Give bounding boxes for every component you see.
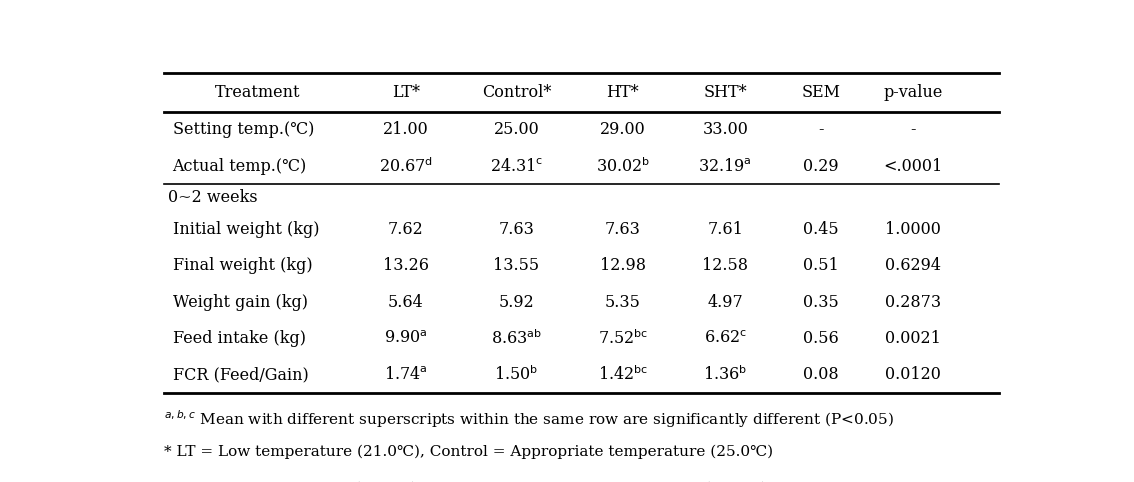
Text: 32.19$^{\mathrm{a}}$: 32.19$^{\mathrm{a}}$ — [699, 158, 752, 174]
Text: 0.56: 0.56 — [803, 330, 839, 347]
Text: 7.63: 7.63 — [604, 221, 641, 238]
Text: 5.35: 5.35 — [604, 294, 641, 310]
Text: 0.45: 0.45 — [803, 221, 839, 238]
Text: 0.29: 0.29 — [803, 158, 839, 174]
Text: $^{a,b,c}$ Mean with different superscripts within the same row are significantl: $^{a,b,c}$ Mean with different superscri… — [163, 408, 894, 429]
Text: 30.02$^{\mathrm{b}}$: 30.02$^{\mathrm{b}}$ — [595, 157, 650, 175]
Text: 1.42$^{\mathrm{bc}}$: 1.42$^{\mathrm{bc}}$ — [598, 365, 649, 384]
Text: 1.0000: 1.0000 — [886, 221, 941, 238]
Text: Control*: Control* — [482, 84, 551, 101]
Text: 0.08: 0.08 — [803, 366, 839, 383]
Text: 9.90$^{\mathrm{a}}$: 9.90$^{\mathrm{a}}$ — [384, 330, 428, 347]
Text: 1.50$^{\mathrm{b}}$: 1.50$^{\mathrm{b}}$ — [494, 365, 539, 384]
Text: Feed intake (kg): Feed intake (kg) — [172, 330, 305, 347]
Text: Treatment: Treatment — [215, 84, 301, 101]
Text: 7.61: 7.61 — [708, 221, 743, 238]
Text: 13.26: 13.26 — [383, 257, 429, 274]
Text: 29.00: 29.00 — [600, 121, 645, 138]
Text: 0.0120: 0.0120 — [886, 366, 941, 383]
Text: 7.62: 7.62 — [388, 221, 424, 238]
Text: Setting temp.(℃): Setting temp.(℃) — [172, 121, 314, 138]
Text: 0.0021: 0.0021 — [886, 330, 941, 347]
Text: 12.58: 12.58 — [702, 257, 748, 274]
Text: * LT = Low temperature (21.0℃), Control = Appropriate temperature (25.0℃): * LT = Low temperature (21.0℃), Control … — [163, 445, 773, 459]
Text: 0.6294: 0.6294 — [885, 257, 941, 274]
Text: 1.74$^{\mathrm{a}}$: 1.74$^{\mathrm{a}}$ — [384, 366, 428, 383]
Text: SEM: SEM — [802, 84, 840, 101]
Text: Final weight (kg): Final weight (kg) — [172, 257, 312, 274]
Text: LT*: LT* — [392, 84, 420, 101]
Text: 33.00: 33.00 — [702, 121, 748, 138]
Text: 7.52$^{\mathrm{bc}}$: 7.52$^{\mathrm{bc}}$ — [598, 329, 649, 348]
Text: Weight gain (kg): Weight gain (kg) — [172, 294, 307, 310]
Text: 5.92: 5.92 — [499, 294, 534, 310]
Text: 8.63$^{\mathrm{ab}}$: 8.63$^{\mathrm{ab}}$ — [491, 329, 542, 348]
Text: SHT*: SHT* — [703, 84, 747, 101]
Text: 20.67$^{\mathrm{d}}$: 20.67$^{\mathrm{d}}$ — [379, 157, 433, 175]
Text: Actual temp.(℃): Actual temp.(℃) — [172, 158, 307, 174]
Text: 0.51: 0.51 — [803, 257, 839, 274]
Text: 21.00: 21.00 — [383, 121, 429, 138]
Text: -: - — [911, 121, 916, 138]
Text: 6.62$^{\mathrm{c}}$: 6.62$^{\mathrm{c}}$ — [703, 330, 747, 347]
Text: -: - — [819, 121, 824, 138]
Text: 4.97: 4.97 — [708, 294, 743, 310]
Text: 7.63: 7.63 — [499, 221, 534, 238]
Text: p-value: p-value — [883, 84, 942, 101]
Text: 24.31$^{\mathrm{c}}$: 24.31$^{\mathrm{c}}$ — [490, 158, 543, 174]
Text: 0.35: 0.35 — [803, 294, 839, 310]
Text: <.0001: <.0001 — [883, 158, 942, 174]
Text: Initial weight (kg): Initial weight (kg) — [172, 221, 319, 238]
Text: 25.00: 25.00 — [493, 121, 540, 138]
Text: 12.98: 12.98 — [600, 257, 646, 274]
Text: 5.64: 5.64 — [388, 294, 424, 310]
Text: 1.36$^{\mathrm{b}}$: 1.36$^{\mathrm{b}}$ — [703, 365, 747, 384]
Text: 0.2873: 0.2873 — [885, 294, 941, 310]
Text: 13.55: 13.55 — [493, 257, 540, 274]
Text: 0~2 weeks: 0~2 weeks — [168, 189, 257, 206]
Text: HT*: HT* — [607, 84, 640, 101]
Text: FCR (Feed/Gain): FCR (Feed/Gain) — [172, 366, 308, 383]
